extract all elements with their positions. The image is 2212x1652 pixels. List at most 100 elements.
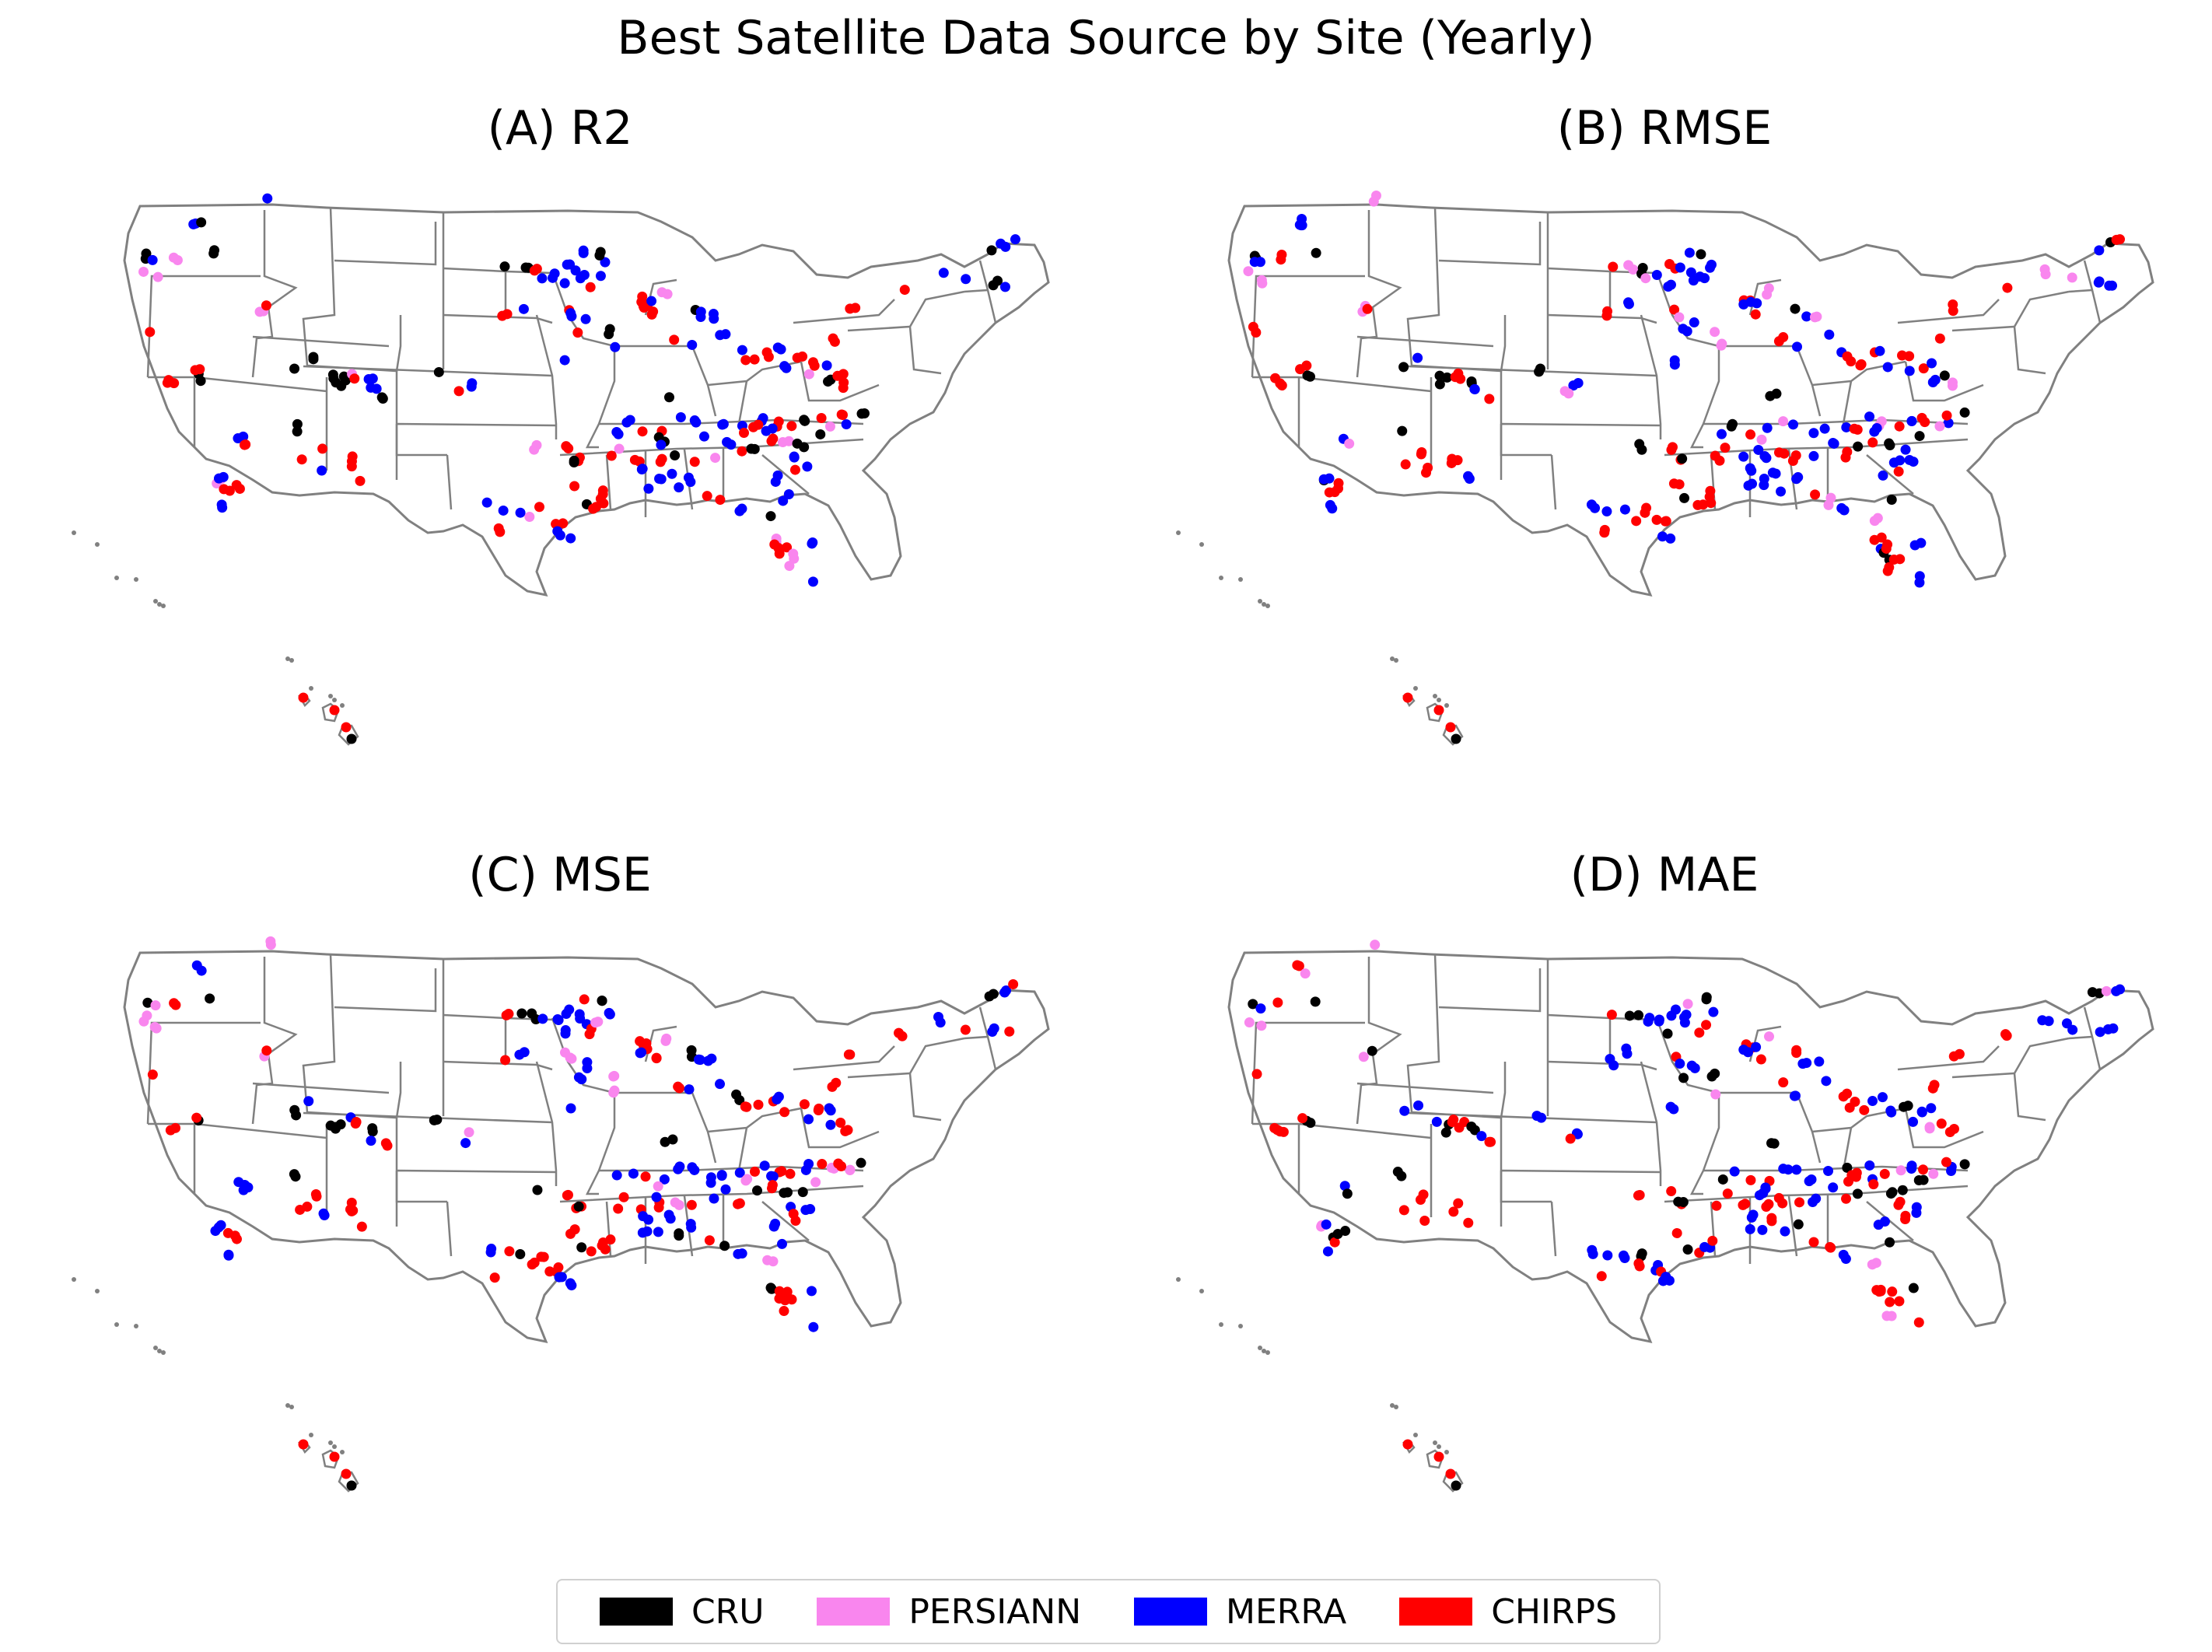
site-marker (576, 1242, 587, 1253)
site-marker (190, 365, 201, 376)
site-marker (783, 436, 794, 446)
site-marker (1859, 1104, 1870, 1115)
site-marker (1677, 453, 1688, 464)
site-marker (335, 1119, 346, 1130)
site-marker (1895, 554, 1906, 565)
site-marker (223, 1250, 234, 1261)
island (1413, 686, 1418, 691)
site-marker (1451, 1480, 1461, 1491)
site-marker (1311, 247, 1321, 258)
site-marker (527, 1259, 537, 1270)
site-marker (1928, 1168, 1939, 1179)
site-map (1176, 191, 2154, 746)
site-marker (782, 1187, 793, 1198)
site-marker (845, 1049, 856, 1060)
site-marker (346, 1480, 357, 1491)
site-marker (1849, 423, 1860, 434)
island (161, 604, 166, 608)
site-marker (1757, 1224, 1768, 1235)
site-marker (1897, 350, 1908, 361)
site-marker (1665, 533, 1676, 544)
site-marker (986, 245, 997, 256)
site-marker (1894, 421, 1905, 432)
site-marker (1842, 351, 1853, 362)
site-marker (319, 1209, 330, 1220)
site-marker (515, 1249, 526, 1260)
site-marker (290, 1171, 301, 1182)
site-marker (1717, 1174, 1728, 1185)
island (1433, 1440, 1437, 1445)
site-marker (292, 426, 303, 437)
site-marker (1864, 411, 1875, 422)
site-marker (637, 1227, 648, 1238)
site-marker (150, 1000, 161, 1011)
state-border (1407, 959, 1657, 1227)
site-marker (648, 306, 659, 317)
site-marker (308, 352, 319, 362)
site-marker (790, 1216, 801, 1227)
legend-label: MERRA (1226, 1591, 1347, 1632)
site-marker (2000, 1029, 2011, 1040)
site-marker (814, 1103, 824, 1114)
site-marker (1536, 1112, 1547, 1123)
site-marker (262, 193, 273, 204)
site-marker (1692, 499, 1703, 510)
site-marker (816, 412, 827, 423)
site-marker (147, 1069, 158, 1080)
site-marker (565, 533, 576, 544)
site-marker (142, 1010, 152, 1021)
site-marker (327, 369, 338, 380)
site-marker (1243, 266, 1254, 277)
site-marker (1838, 1091, 1849, 1102)
site-marker (674, 1228, 684, 1239)
legend-item-chirps: CHIRPS (1399, 1592, 1617, 1632)
site-marker (584, 1029, 595, 1040)
site-marker (1671, 1227, 1682, 1238)
site-marker (778, 495, 789, 506)
site-marker (537, 273, 548, 284)
site-marker (782, 542, 793, 553)
site-marker (709, 1193, 719, 1204)
site-marker (261, 300, 271, 311)
site-marker (628, 1168, 639, 1179)
island (157, 1349, 162, 1353)
island (1413, 1433, 1418, 1437)
site-marker (1793, 1219, 1804, 1230)
site-marker (762, 1255, 773, 1265)
state-border (146, 1021, 261, 1125)
island (1176, 530, 1181, 535)
site-marker (1292, 960, 1303, 971)
island (114, 1322, 119, 1327)
site-marker (1909, 540, 1920, 551)
site-marker (753, 1099, 764, 1110)
legend-label: CRU (691, 1591, 765, 1632)
site-marker (524, 512, 535, 523)
site-marker (2103, 1024, 2114, 1034)
site-marker (1322, 1246, 1333, 1257)
site-marker (566, 311, 577, 322)
panel-b-rmse: (B) RMSE (1151, 101, 2178, 801)
site-marker (1753, 444, 1764, 455)
site-marker (1455, 373, 1466, 384)
site-marker (751, 1185, 762, 1196)
site-marker (684, 1084, 695, 1095)
site-marker (1433, 1451, 1444, 1462)
island (1437, 698, 1441, 702)
site-marker (766, 1183, 777, 1194)
site-marker (1452, 455, 1463, 466)
state-border (964, 260, 997, 324)
site-marker (1602, 1250, 1613, 1261)
site-marker (1904, 366, 1915, 376)
site-marker (1272, 997, 1283, 1008)
site-marker (205, 993, 215, 1004)
site-marker (1662, 1028, 1673, 1039)
state-border (793, 1037, 965, 1149)
site-marker (1244, 1017, 1255, 1028)
site-marker (1867, 437, 1878, 448)
site-marker (317, 443, 328, 454)
site-marker (1766, 1216, 1777, 1227)
island (95, 542, 100, 547)
site-marker (1701, 1020, 1712, 1031)
site-marker (709, 313, 719, 324)
island (289, 1405, 294, 1409)
